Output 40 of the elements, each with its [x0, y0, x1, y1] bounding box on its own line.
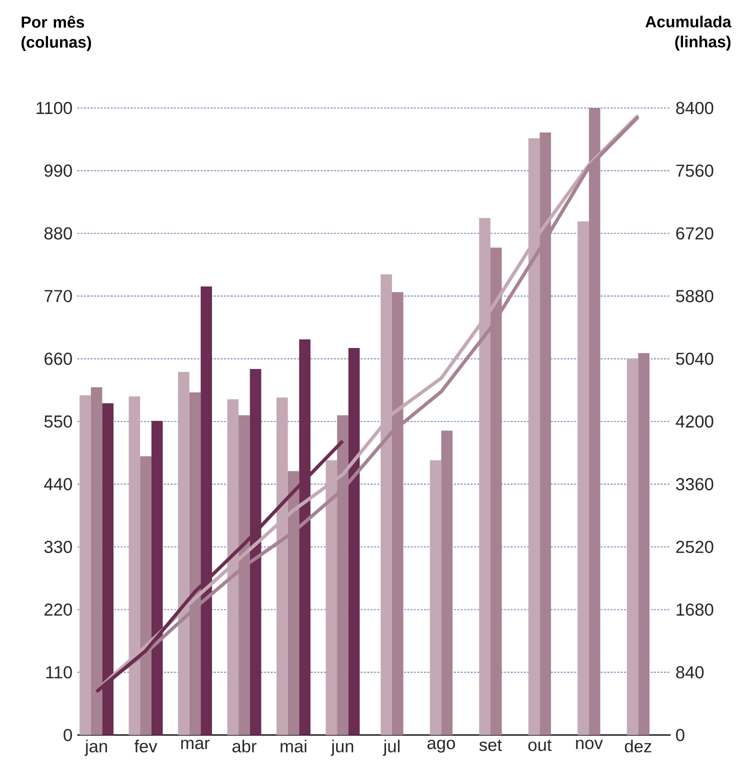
y-tick-label: 990: [44, 164, 72, 177]
y2-tick-label: 3360: [676, 478, 714, 490]
x-tick-label: jun: [330, 740, 354, 756]
y2-tick-label: 8400: [676, 102, 714, 114]
x-tick-label: abr: [232, 740, 256, 752]
y2-tick-label: 6720: [676, 227, 714, 240]
x-tick-label: mar: [181, 740, 210, 750]
bar: [578, 221, 589, 735]
y2-tick-label: 840: [676, 666, 704, 678]
y-tick-label: 1100: [36, 102, 72, 114]
y-tick-label: 220: [44, 603, 72, 616]
x-tick-label: jan: [84, 740, 107, 756]
y-tick-label: 0: [64, 728, 72, 742]
y-tick-label: 660: [44, 352, 72, 365]
x-tick-label: jul: [382, 740, 400, 756]
x-tick-label: dez: [624, 740, 652, 752]
y-tick-label: 330: [44, 540, 72, 554]
y-tick-label: 550: [44, 415, 72, 428]
y-axis-title: Por mês (colunas): [22, 16, 92, 51]
y2-tick-label: 0: [676, 728, 684, 742]
y2-tick-label: 5880: [676, 290, 714, 302]
y-tick-label: 770: [44, 290, 72, 302]
y2-tick-label: 7560: [676, 164, 714, 177]
y2-tick-label: 2520: [676, 540, 714, 554]
y2-axis-title: Acumulada (linhas): [645, 16, 732, 51]
y-tick-label: 880: [44, 227, 72, 240]
bar: [638, 353, 650, 735]
x-tick-label: set: [479, 740, 502, 752]
x-tick-label: mai: [280, 740, 306, 752]
x-tick-label: ago: [427, 740, 455, 753]
x-tick-label: out: [528, 740, 552, 752]
y2-tick-label: 1680: [676, 603, 714, 616]
x-tick-label: fev: [134, 740, 158, 752]
y2-tick-label: 4200: [676, 415, 714, 428]
y-tick-label: 110: [46, 666, 72, 678]
x-tick-label: nov: [576, 740, 603, 750]
bar: [80, 395, 91, 735]
y-tick-label: 440: [44, 478, 72, 490]
bar: [626, 358, 638, 735]
y2-tick-label: 5040: [676, 352, 714, 365]
